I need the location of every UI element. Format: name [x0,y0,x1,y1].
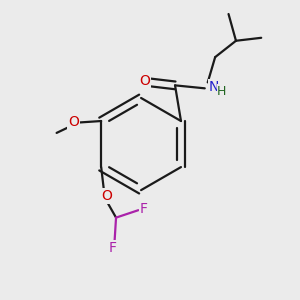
Text: O: O [139,74,150,88]
Text: F: F [140,202,148,216]
Text: H: H [217,85,226,98]
Text: N: N [208,80,219,94]
Text: O: O [68,115,79,129]
Text: O: O [101,189,112,203]
Text: F: F [109,241,117,255]
